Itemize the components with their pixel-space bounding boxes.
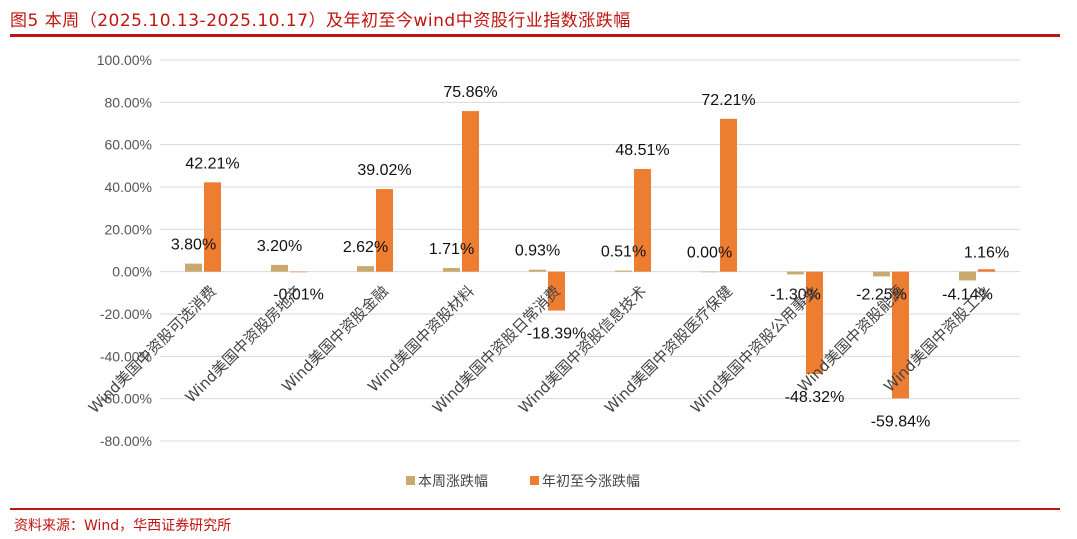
data-label-weekly: 0.51% — [601, 244, 646, 261]
bar-weekly — [787, 271, 804, 275]
data-label-ytd: 72.21% — [701, 92, 755, 109]
bar-weekly — [357, 266, 374, 272]
data-label-ytd: 48.51% — [615, 142, 669, 159]
bar-ytd — [892, 271, 909, 399]
data-label-weekly: 2.62% — [343, 239, 388, 256]
bar-weekly — [873, 271, 890, 277]
legend-swatch-weekly — [406, 476, 415, 485]
data-label-ytd: -59.84% — [871, 413, 931, 430]
y-tick-label: -60.00% — [100, 391, 152, 407]
data-label-weekly: -1.30% — [770, 287, 821, 304]
y-tick-label: 80.00% — [105, 94, 152, 110]
bar-ytd — [376, 189, 393, 272]
title-divider — [10, 34, 1060, 37]
y-tick-label: 20.00% — [105, 221, 152, 237]
legend-swatch-ytd — [530, 476, 539, 485]
bar-weekly — [529, 269, 546, 272]
bar-weekly — [271, 264, 288, 272]
y-tick-label: -40.00% — [100, 348, 152, 364]
bars — [185, 111, 995, 399]
data-label-weekly: 3.80% — [171, 237, 216, 254]
bar-ytd — [806, 271, 823, 374]
y-tick-label: 100.00% — [97, 52, 152, 68]
chart-title: 图5 本周（2025.10.13-2025.10.17）及年初至今wind中资股… — [10, 11, 631, 31]
data-label-ytd: -18.39% — [527, 326, 587, 343]
bar-weekly — [185, 263, 202, 272]
legend-label-ytd: 年初至今涨跌幅 — [542, 473, 640, 490]
data-label-ytd: -48.32% — [785, 389, 845, 406]
bar-ytd — [462, 111, 479, 272]
bar-weekly — [615, 270, 632, 272]
y-tick-label: -80.00% — [100, 433, 152, 449]
bar-ytd — [548, 271, 565, 311]
data-label-ytd: 42.21% — [185, 155, 239, 172]
data-label-weekly: 3.20% — [257, 238, 302, 255]
legend-label-weekly: 本周涨跌幅 — [418, 474, 488, 490]
data-label-ytd: -0.01% — [273, 287, 324, 304]
data-label-weekly: 1.71% — [429, 241, 474, 258]
y-tick-label: 40.00% — [105, 179, 152, 195]
data-label-ytd: 1.16% — [964, 245, 1009, 262]
data-label-weekly: 0.00% — [687, 245, 732, 262]
bar-ytd — [204, 182, 221, 272]
bar-ytd — [634, 168, 651, 272]
y-axis: 100.00% 80.00% 60.00% 40.00% 20.00% 0.00% -20.… — [97, 52, 152, 449]
data-label-ytd: 75.86% — [443, 84, 497, 101]
data-label-weekly: -4.14% — [942, 287, 993, 304]
footer-divider — [10, 508, 1060, 510]
bar-weekly — [701, 271, 718, 273]
data-label-ytd: 39.02% — [357, 162, 411, 179]
bar-weekly — [443, 268, 460, 272]
bar-ytd — [290, 271, 307, 273]
data-label-weekly: 0.93% — [515, 243, 560, 260]
y-tick-label: 0.00% — [112, 264, 152, 280]
data-labels: 3.80% 3.20% 2.62% 1.71% 0.93% 0.51% 0.00% -1.30… — [171, 84, 1009, 430]
gridlines — [160, 59, 1020, 442]
bar-weekly — [959, 271, 976, 281]
source-note: 资料来源：Wind，华西证券研究所 — [14, 518, 232, 534]
y-tick-label: 60.00% — [105, 137, 152, 153]
legend: 本周涨跌幅 年初至今涨跌幅 — [406, 473, 640, 490]
bar-ytd — [720, 118, 737, 272]
bar-ytd — [978, 269, 995, 272]
data-label-weekly: -2.25% — [856, 287, 907, 304]
y-tick-label: -20.00% — [100, 306, 152, 322]
